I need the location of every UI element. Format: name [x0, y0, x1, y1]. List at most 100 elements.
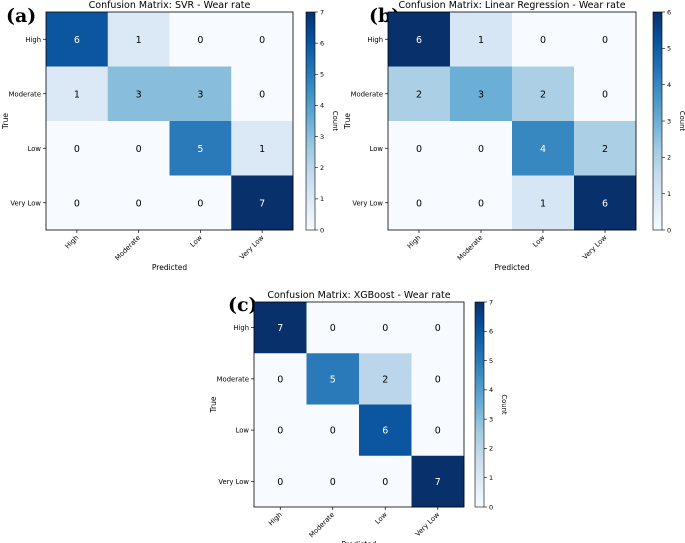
x-axis-label: Predicted [494, 263, 529, 272]
colorbar [474, 301, 485, 508]
colorbar-tick-label: 6 [320, 39, 324, 47]
plot-frame [253, 301, 465, 508]
cell-value-label: 6 [602, 198, 608, 209]
x-axis-label: Predicted [341, 540, 376, 543]
x-tick-label: Low [531, 233, 546, 248]
heatmap-cell [574, 121, 637, 176]
x-axis-label: Predicted [152, 263, 187, 272]
colorbar-tick-label: 5 [320, 71, 324, 79]
y-tick-label: Very Low [218, 478, 249, 486]
heatmap-cell [359, 404, 412, 457]
colorbar [652, 11, 663, 231]
heatmap-cell [512, 175, 575, 231]
x-tick-label: Low [189, 233, 204, 248]
chart-title: Confusion Matrix: XGBoost - Wear rate [267, 290, 450, 301]
cell-value-label: 7 [259, 198, 265, 209]
y-tick-label: Moderate [9, 90, 41, 98]
heatmap-cell [254, 455, 307, 508]
colorbar-tick-label: 5 [667, 45, 671, 53]
colorbar-tick-label: 0 [320, 226, 324, 234]
cell-value-label: 0 [136, 144, 142, 155]
heatmap-cell [574, 175, 637, 231]
cell-value-label: 4 [540, 144, 546, 155]
y-tick-label: High [25, 36, 41, 44]
cell-value-label: 5 [330, 374, 336, 385]
cell-value-label: 2 [382, 374, 388, 385]
heatmap-cell [411, 404, 465, 457]
heatmap-cell [231, 121, 294, 176]
heatmap-cell [411, 302, 465, 354]
panel-2: (b)Confusion Matrix: Linear Regression -… [343, 0, 685, 272]
x-tick-label: Very Low [581, 233, 609, 261]
x-tick-label: Moderate [114, 234, 143, 263]
colorbar-tick-label: 2 [489, 445, 493, 453]
heatmap-cell [107, 175, 170, 231]
cell-value-label: 1 [136, 35, 142, 46]
heatmap-cell [46, 12, 109, 67]
colorbar-tick-label: 7 [489, 298, 493, 306]
cell-value-label: 0 [416, 144, 422, 155]
cell-value-label: 0 [259, 89, 265, 100]
colorbar-tick-label: 0 [489, 503, 493, 511]
colorbar-tick-label: 1 [489, 474, 493, 482]
cell-value-label: 0 [74, 144, 80, 155]
plot-frame [387, 11, 637, 231]
cell-value-label: 2 [416, 89, 422, 100]
heatmap-cell [359, 455, 412, 508]
heatmap-cell [411, 455, 465, 508]
cell-value-label: 0 [277, 426, 283, 437]
cell-value-label: 0 [478, 198, 484, 209]
x-tick-label: High [406, 234, 423, 251]
cell-value-label: 0 [435, 374, 441, 385]
x-tick-label: Moderate [308, 511, 337, 540]
cell-value-label: 6 [416, 35, 422, 46]
y-tick-label: High [233, 324, 249, 332]
cell-value-label: 0 [74, 198, 80, 209]
colorbar-tick-label: 7 [320, 8, 324, 16]
heatmap-cell [388, 66, 451, 122]
panel-3: (c) Confusion Matrix: XGBoost - Wear rate… [209, 290, 508, 543]
panel-letter: (c) [228, 294, 258, 316]
cell-value-label: 0 [197, 35, 203, 46]
heatmap-cell [450, 121, 513, 176]
heatmap-cell [574, 66, 637, 122]
cell-value-label: 0 [382, 477, 388, 488]
y-tick-label: Very Low [352, 199, 383, 207]
y-tick-label: Moderate [351, 90, 383, 98]
colorbar-label: Count [500, 394, 508, 415]
heatmap-cell [359, 353, 412, 405]
heatmap-cell [107, 66, 170, 122]
chart-title: Confusion Matrix: Linear Regression - We… [398, 0, 625, 11]
heatmap-cell [254, 302, 307, 354]
heatmap-cell [46, 66, 109, 122]
heatmap-cell [169, 121, 232, 176]
cell-value-label: 0 [330, 426, 336, 437]
heatmap-cell [306, 353, 360, 405]
heatmap-cell [306, 302, 360, 354]
heatmap-cell [169, 66, 232, 122]
y-tick-label: Moderate [217, 375, 249, 383]
cell-value-label: 0 [435, 323, 441, 334]
heatmap-cell [388, 12, 451, 67]
colorbar-tick-label: 5 [489, 357, 493, 365]
cell-value-label: 3 [478, 89, 484, 100]
colorbar-tick-label: 4 [667, 81, 671, 89]
colorbar-tick-label: 4 [489, 386, 493, 394]
heatmap-cell [231, 12, 294, 67]
heatmap-cell [169, 12, 232, 67]
heatmap-cell [359, 302, 412, 354]
heatmap-cell [306, 404, 360, 457]
heatmap-cell [46, 175, 109, 231]
cell-value-label: 0 [197, 198, 203, 209]
x-tick-label: Moderate [456, 234, 485, 263]
x-tick-label: Low [374, 510, 389, 525]
heatmap-cell [254, 404, 307, 457]
cell-value-label: 1 [478, 35, 484, 46]
colorbar [305, 11, 316, 231]
heatmap-cell [169, 175, 232, 231]
cell-value-label: 5 [197, 144, 203, 155]
cell-value-label: 3 [197, 89, 203, 100]
y-tick-label: Very Low [10, 199, 41, 207]
colorbar-tick-label: 3 [320, 133, 324, 141]
